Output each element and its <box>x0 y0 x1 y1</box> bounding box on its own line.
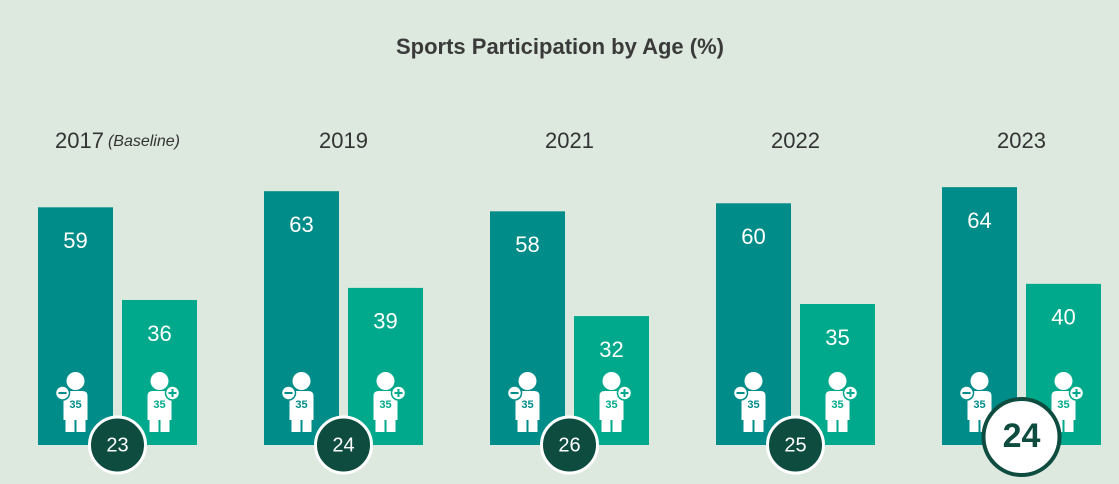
value-label: 64 <box>967 208 991 233</box>
icon-label: 35 <box>69 399 81 411</box>
year-label: 2019 <box>319 128 368 153</box>
person-icon: 35 <box>506 372 540 432</box>
icon-head <box>970 372 989 390</box>
icon-head <box>66 372 85 390</box>
gap-label: 26 <box>558 434 580 456</box>
value-label: 63 <box>289 212 313 237</box>
year-label: 2023 <box>997 128 1046 153</box>
icon-body <box>63 391 88 432</box>
person-icon: 35 <box>280 372 314 432</box>
value-label: 39 <box>373 309 397 334</box>
person-icon: 35 <box>373 372 407 432</box>
icon-label: 35 <box>153 399 165 411</box>
icon-head <box>292 372 311 390</box>
gap-circle <box>981 397 1062 477</box>
icon-label: 35 <box>521 399 533 411</box>
icon-head <box>518 372 537 390</box>
value-label: 59 <box>63 228 87 253</box>
person-icon: 35 <box>54 372 88 432</box>
value-label: 58 <box>515 232 539 257</box>
person-icon: 35 <box>732 372 766 432</box>
icon-body <box>599 391 624 432</box>
icon-head <box>744 372 763 390</box>
year-note: (Baseline) <box>108 133 180 150</box>
icon-label: 35 <box>605 399 617 411</box>
icon-label: 35 <box>379 399 391 411</box>
gap-circle <box>88 415 147 475</box>
icon-label: 35 <box>747 399 759 411</box>
gap-label: 23 <box>106 434 128 456</box>
chart-title: Sports Participation by Age (%) <box>396 34 724 59</box>
icon-label: 35 <box>973 399 985 411</box>
gap-label: 24 <box>1003 417 1041 455</box>
year: 2017 <box>55 128 104 153</box>
icon-head <box>1054 372 1073 390</box>
gap-circle <box>766 415 825 475</box>
icon-head <box>376 372 395 390</box>
year: 2022 <box>771 128 820 153</box>
icon-head <box>602 372 621 390</box>
value-label: 60 <box>741 224 765 249</box>
icon-body <box>147 391 172 432</box>
value-label: 32 <box>599 337 623 362</box>
value-label: 35 <box>825 325 849 350</box>
icon-body <box>373 391 398 432</box>
icon-body <box>515 391 540 432</box>
icon-body <box>825 391 850 432</box>
icon-label: 35 <box>831 399 843 411</box>
year-label: 2022 <box>771 128 820 153</box>
person-icon: 35 <box>825 372 859 432</box>
icon-body <box>741 391 766 432</box>
value-label: 36 <box>147 321 171 346</box>
value-label: 40 <box>1051 305 1075 330</box>
icon-head <box>828 372 847 390</box>
person-icon: 35 <box>599 372 633 432</box>
icon-head <box>150 372 169 390</box>
year: 2021 <box>545 128 594 153</box>
icon-label: 35 <box>1057 399 1069 411</box>
icon-body <box>289 391 314 432</box>
year-label: 2021 <box>545 128 594 153</box>
person-icon: 35 <box>147 372 181 432</box>
gap-label: 25 <box>784 434 806 456</box>
year: 2023 <box>997 128 1046 153</box>
gap-circle <box>314 415 373 475</box>
year-label: 2017 (Baseline) <box>55 128 180 153</box>
year: 2019 <box>319 128 368 153</box>
gap-label: 24 <box>332 434 354 456</box>
gap-circle <box>540 415 599 475</box>
icon-label: 35 <box>295 399 307 411</box>
